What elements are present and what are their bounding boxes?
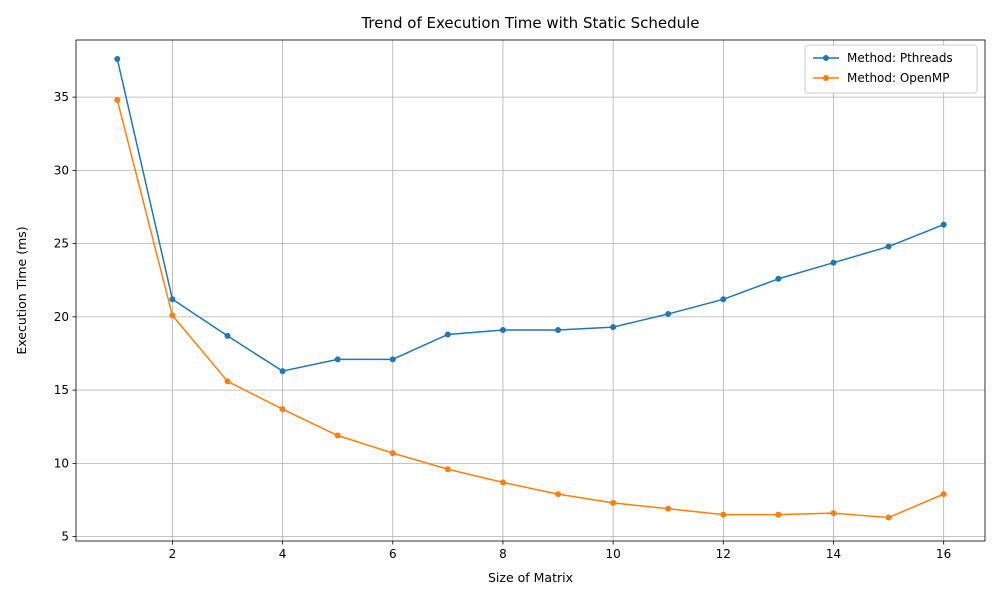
x-tick-label: 4 [279, 547, 287, 561]
data-point [775, 275, 782, 282]
legend-box [804, 44, 978, 94]
y-tick-label: 35 [54, 90, 69, 104]
data-point [389, 356, 396, 363]
data-point [940, 221, 947, 228]
x-tick-label: 2 [169, 547, 177, 561]
y-axis-label: Execution Time (ms) [14, 226, 29, 354]
y-tick-label: 15 [54, 383, 69, 397]
data-point [940, 491, 947, 498]
data-point [114, 56, 121, 63]
data-point [169, 312, 176, 319]
data-point [334, 356, 341, 363]
data-point [665, 505, 672, 512]
data-point [114, 97, 121, 104]
data-point [444, 466, 451, 473]
data-point [169, 296, 176, 303]
legend: Method: Pthreads Method: OpenMP [804, 44, 978, 94]
series-lines [114, 56, 947, 521]
series-line-2 [116, 99, 944, 519]
y-tick-label: 10 [54, 456, 69, 470]
data-point [555, 491, 562, 498]
grid-lines [76, 40, 985, 541]
data-point [499, 479, 506, 486]
y-tick-label: 30 [54, 163, 69, 177]
data-point [334, 432, 341, 439]
data-point [610, 324, 617, 331]
data-point [444, 331, 451, 338]
data-point [830, 259, 837, 266]
data-point [665, 310, 672, 317]
data-point [830, 510, 837, 517]
chart-title: Trend of Execution Time with Static Sche… [360, 14, 699, 32]
y-tick-label: 5 [61, 530, 69, 544]
x-tick-label: 14 [826, 547, 841, 561]
x-axis-label: Size of Matrix [488, 570, 573, 585]
data-point [885, 514, 892, 521]
data-point [389, 450, 396, 457]
data-point [224, 378, 231, 385]
data-point [499, 327, 506, 334]
legend-label: Method: Pthreads [847, 51, 953, 65]
data-point [224, 332, 231, 339]
data-point [555, 327, 562, 334]
data-point [279, 368, 286, 375]
data-point [720, 296, 727, 303]
y-tick-label: 20 [54, 310, 69, 324]
data-point [775, 511, 782, 518]
x-tick-label: 10 [605, 547, 620, 561]
y-tick-label: 25 [54, 237, 69, 251]
data-point [720, 511, 727, 518]
x-tick-label: 8 [499, 547, 507, 561]
plot-area-frame [75, 39, 986, 542]
legend-swatch-marker [823, 55, 829, 61]
x-tick-label: 12 [716, 547, 731, 561]
data-point [279, 406, 286, 413]
data-point [610, 499, 617, 506]
x-tick-label: 6 [389, 547, 397, 561]
axis-ticks: 2 4 6 8 10 12 14 16 5 10 15 20 25 30 35 [54, 90, 952, 561]
series-line-1 [116, 58, 944, 372]
legend-label: Method: OpenMP [847, 71, 950, 85]
legend-swatch-marker [823, 75, 829, 81]
x-tick-label: 16 [936, 547, 951, 561]
data-point [885, 243, 892, 250]
